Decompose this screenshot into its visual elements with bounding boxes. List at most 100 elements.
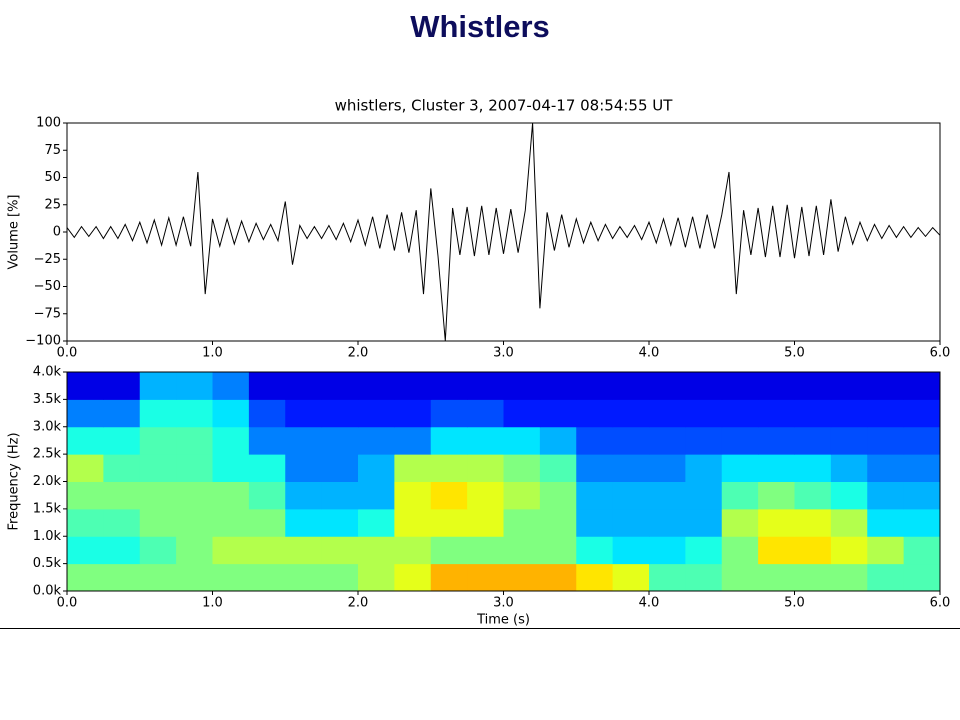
spectrogram-cell	[467, 481, 504, 510]
spectrogram-cell	[794, 563, 832, 592]
spectrogram-cell	[467, 372, 504, 400]
spectrogram-cell	[103, 454, 141, 482]
spectrogram-cell	[67, 508, 104, 537]
spectrogram-cell	[212, 481, 250, 510]
spectrogram-cell	[467, 536, 504, 565]
spectrogram-cell	[212, 454, 250, 482]
spectrogram-cell	[612, 372, 650, 400]
spectrogram-cell	[212, 399, 250, 428]
y-tick-label: 0	[53, 225, 61, 240]
y-axis-label: Frequency (Hz)	[7, 432, 22, 530]
spectrogram-cell	[758, 536, 795, 565]
y-tick-label: 100	[36, 116, 61, 131]
spectrogram-cell	[721, 399, 759, 428]
spectrogram-cell	[321, 508, 359, 537]
spectrogram-cell	[830, 536, 868, 565]
spectrogram-cell	[576, 399, 614, 428]
spectrogram-cell	[467, 426, 504, 455]
spectrogram-cell	[685, 508, 723, 537]
spectrogram-cell	[394, 399, 432, 428]
spectrogram-cell	[721, 508, 759, 537]
spectrogram-cell	[503, 563, 541, 592]
spectrogram-cell	[903, 508, 941, 537]
spectrogram-cell	[321, 454, 359, 482]
spectrogram-cell	[649, 426, 686, 455]
spectrogram-cell	[103, 536, 141, 565]
spectrogram-cell	[503, 454, 541, 482]
spectrogram-cell	[685, 454, 723, 482]
spectrogram-cell	[539, 426, 577, 455]
spectrogram-cell	[867, 481, 905, 510]
spectrogram-cell	[649, 481, 686, 510]
spectrogram-cell	[794, 508, 832, 537]
spectrogram-cell	[321, 481, 359, 510]
plot-frame	[66, 122, 941, 342]
spectrogram-cell	[248, 508, 286, 537]
spectrogram-cell	[649, 454, 686, 482]
spectrogram-cell	[830, 426, 868, 455]
x-axis-label: Time (s)	[476, 613, 530, 628]
spectrogram-cell	[394, 563, 432, 592]
x-tick-label: 6.0	[930, 346, 951, 361]
spectrogram-cell	[830, 508, 868, 537]
spectrogram-cell	[830, 481, 868, 510]
y-tick-label: 2.0k	[33, 474, 62, 489]
spectrogram-cell	[685, 563, 723, 592]
chart-title: whistlers, Cluster 3, 2007-04-17 08:54:5…	[335, 97, 674, 115]
spectrogram-cell	[867, 426, 905, 455]
spectrogram-cell	[721, 563, 759, 592]
x-tick-label: 2.0	[348, 346, 369, 361]
y-tick-label: −100	[25, 334, 61, 349]
spectrogram-cell	[394, 481, 432, 510]
spectrogram-cell	[430, 508, 468, 537]
spectrogram-cell	[67, 454, 104, 482]
spectrogram-cell	[394, 536, 432, 565]
spectrogram-cell	[503, 372, 541, 400]
y-tick-label: 1.5k	[33, 501, 62, 516]
spectrogram-cell	[903, 399, 941, 428]
y-tick-label: 75	[44, 143, 61, 158]
spectrogram-cell	[721, 454, 759, 482]
y-axis-label: Volume [%]	[7, 195, 22, 270]
spectrogram-cell	[794, 372, 832, 400]
spectrogram-cell	[721, 372, 759, 400]
spectrogram-cell	[103, 372, 141, 400]
spectrogram-cell	[248, 563, 286, 592]
spectrogram-cell	[248, 372, 286, 400]
spectrogram-cell	[758, 508, 795, 537]
spectrogram-cell	[539, 481, 577, 510]
spectrogram-cell	[176, 399, 213, 428]
spectrogram-cell	[394, 454, 432, 482]
spectrogram-cell	[103, 508, 141, 537]
spectrogram-cell	[248, 454, 286, 482]
spectrogram-cell	[903, 481, 941, 510]
spectrogram-cell	[358, 536, 395, 565]
spectrogram-cell	[285, 399, 323, 428]
x-tick-label: 3.0	[493, 596, 514, 611]
x-tick-label: 4.0	[639, 596, 660, 611]
spectrogram-cell	[539, 454, 577, 482]
spectrogram-cell	[248, 399, 286, 428]
spectrogram-cell	[794, 426, 832, 455]
spectrogram-cell	[758, 481, 795, 510]
y-tick-label: 4.0k	[33, 365, 62, 380]
y-tick-label: 2.5k	[33, 447, 62, 462]
spectrogram-cell	[358, 481, 395, 510]
spectrogram-cell	[103, 426, 141, 455]
spectrogram-cell	[67, 481, 104, 510]
spectrogram-cell	[67, 426, 104, 455]
spectrogram-cell	[67, 372, 104, 400]
spectrogram-cell	[903, 536, 941, 565]
spectrogram-cell	[503, 508, 541, 537]
spectrogram-cell	[67, 563, 104, 592]
spectrogram-cell	[321, 372, 359, 400]
y-tick-label: −75	[34, 306, 61, 321]
spectrogram-cell	[358, 399, 395, 428]
spectrogram-cell	[612, 399, 650, 428]
y-tick-label: 0.5k	[33, 556, 62, 571]
spectrogram-cell	[794, 481, 832, 510]
x-tick-label: 4.0	[639, 346, 660, 361]
spectrogram-cell	[394, 372, 432, 400]
spectrogram-cell	[830, 399, 868, 428]
